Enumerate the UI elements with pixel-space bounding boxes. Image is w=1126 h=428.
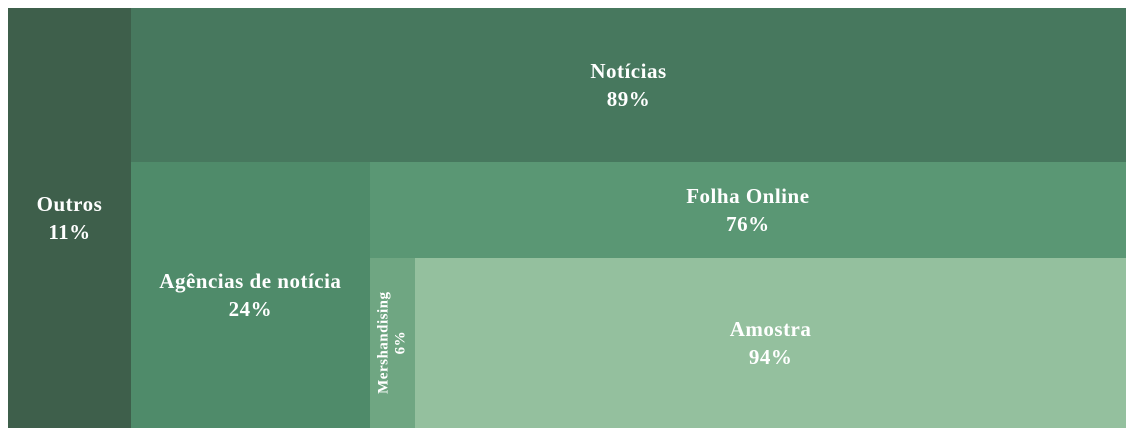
- cell-value: 24%: [228, 297, 273, 321]
- cell-label: Mershandising 6%: [370, 258, 415, 428]
- cell-name: Mershandising: [375, 291, 392, 395]
- cell-name: Agências de notícia: [159, 268, 342, 293]
- cell-label: Agências de notícia 24%: [141, 162, 360, 428]
- cell-value: 11%: [48, 220, 91, 244]
- cell-label: Outros 11%: [18, 8, 121, 428]
- cell-value: 6%: [392, 331, 409, 355]
- cell-name: Folha Online: [686, 183, 810, 208]
- cell-label: Folha Online 76%: [380, 162, 1116, 258]
- cell-label: Notícias 89%: [141, 8, 1116, 162]
- cell-value: 76%: [726, 212, 770, 236]
- cell-value: 89%: [606, 87, 651, 111]
- treemap-cell: [369, 258, 416, 428]
- treemap-cell: [130, 162, 370, 428]
- cell-name: Amostra: [729, 316, 812, 341]
- cell-value: 94%: [748, 345, 793, 369]
- treemap-cell: [8, 8, 131, 428]
- cell-label: Amostra 94%: [425, 258, 1116, 428]
- cell-name: Notícias: [590, 58, 667, 83]
- cell-name: Outros: [36, 191, 103, 216]
- treemap-cell: [415, 258, 1126, 428]
